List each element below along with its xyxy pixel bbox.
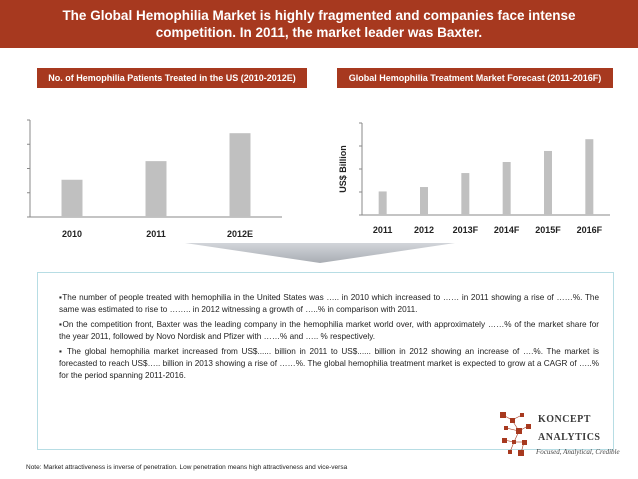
market-forecast-bar-chart-svg: 2011 2012 2013F 2014F 2015F 2016F US$ Billion — [338, 122, 610, 235]
y-axis-label: US$ Billion — [338, 145, 348, 193]
page-title-line1: The Global Hemophilia Market is highly f… — [62, 8, 576, 23]
chevron-down-divider — [185, 243, 455, 263]
bar-2013F — [461, 173, 470, 215]
bullet-text: On the competition front, Baxter was the… — [59, 320, 600, 341]
logo-mark-icon — [500, 412, 531, 456]
bar-2016F — [585, 139, 594, 215]
x-tick-label: 2014F — [494, 225, 520, 235]
bar-2010 — [61, 179, 83, 217]
x-tick-label: 2012 — [414, 225, 434, 235]
x-tick-label: 2011 — [146, 229, 166, 239]
bullet-marker: ▪ — [59, 293, 63, 302]
x-tick-label: 2011 — [373, 225, 393, 235]
bullet-marker: ▪ — [59, 347, 64, 356]
logo-wordmark: KONCEPT ANALYTICS — [538, 414, 600, 444]
bullet-item: ▪ The global hemophilia market increased… — [59, 346, 599, 382]
logo-line2: ANALYTICS — [538, 432, 601, 443]
x-tick-label: 2015F — [535, 225, 561, 235]
patients-bar-chart: 2010 2011 2012E — [20, 100, 290, 245]
bullet-text: The number of people treated with hemoph… — [59, 293, 599, 314]
summary-textbox: ▪The number of people treated with hemop… — [37, 272, 614, 450]
x-tick-label: 2012E — [227, 229, 253, 239]
market-forecast-bar-chart: 2011 2012 2013F 2014F 2015F 2016F US$ Billion — [330, 95, 620, 245]
koncept-analytics-logo: KONCEPT ANALYTICS Focused, Analytical, C… — [498, 410, 628, 470]
logo-tagline: Focused, Analytical, Credible — [536, 448, 620, 456]
bar-2015F — [544, 150, 552, 215]
page-title: The Global Hemophilia Market is highly f… — [0, 0, 638, 48]
bullet-item: ▪The number of people treated with hemop… — [59, 292, 599, 316]
x-tick-label: 2013F — [453, 225, 479, 235]
patients-bar-chart-svg: 2010 2011 2012E — [27, 119, 282, 239]
footnote: Note: Market attractiveness is inverse o… — [26, 464, 348, 471]
logo-line1: KONCEPT — [538, 414, 591, 425]
x-tick-label: 2010 — [62, 229, 82, 239]
left-chart-title: No. of Hemophilia Patients Treated in th… — [37, 68, 307, 88]
bar-2011 — [145, 161, 167, 217]
bar-2012 — [420, 187, 428, 215]
bullet-item: ▪On the competition front, Baxter was th… — [59, 319, 599, 343]
bullet-text: The global hemophilia market increased f… — [59, 347, 599, 380]
bar-2012E — [229, 133, 251, 217]
x-tick-label: 2016F — [577, 225, 603, 235]
summary-bullets: ▪The number of people treated with hemop… — [59, 292, 599, 385]
bar-2014F — [502, 162, 511, 215]
right-chart-title: Global Hemophilia Treatment Market Forec… — [337, 68, 613, 88]
bar-2011 — [378, 191, 387, 215]
page-title-line2: competition. In 2011, the market leader … — [155, 25, 483, 40]
bullet-marker: ▪ — [59, 320, 63, 329]
